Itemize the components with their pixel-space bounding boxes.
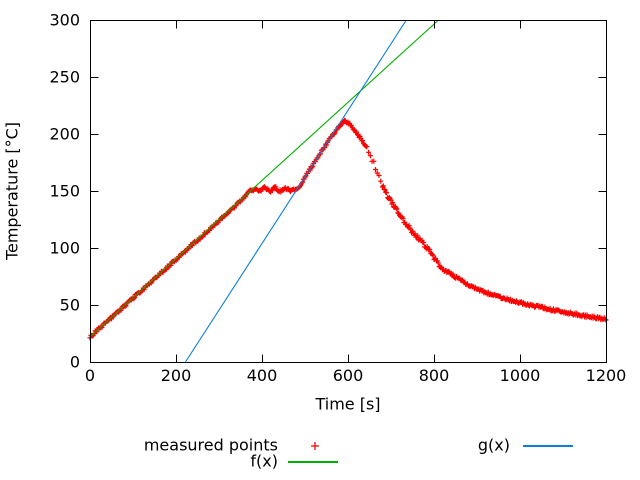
g-line [184, 19, 407, 363]
legend-label-g: g(x) [477, 435, 510, 455]
y-tick-label: 150 [49, 182, 80, 201]
y-tick-label: 50 [60, 296, 80, 315]
plus-marker-icon [311, 442, 319, 450]
y-tick-label: 0 [70, 353, 80, 372]
x-tick-label: 800 [419, 366, 450, 385]
x-tick-label: 0 [85, 366, 95, 385]
legend-label-measured-points: measured points [143, 435, 278, 455]
y-tick-label: 300 [49, 11, 80, 30]
x-tick-label: 600 [333, 366, 364, 385]
f-line [89, 19, 439, 338]
legend-label-f: f(x) [250, 451, 278, 471]
x-tick-label: 200 [161, 366, 192, 385]
g-line-swatch [523, 445, 573, 447]
measured-points [87, 117, 609, 341]
y-tick-label: 100 [49, 239, 80, 258]
x-tick-label: 1200 [586, 366, 627, 385]
x-tick-label: 400 [247, 366, 278, 385]
x-axis-label: Time [s] [315, 394, 381, 414]
y-axis-label: Temperature [°C] [2, 121, 22, 261]
y-tick-label: 200 [49, 125, 80, 144]
y-tick-label: 250 [49, 68, 80, 87]
x-tick-label: 1000 [500, 366, 541, 385]
f-line-swatch [288, 461, 338, 463]
plot-border [90, 20, 607, 363]
